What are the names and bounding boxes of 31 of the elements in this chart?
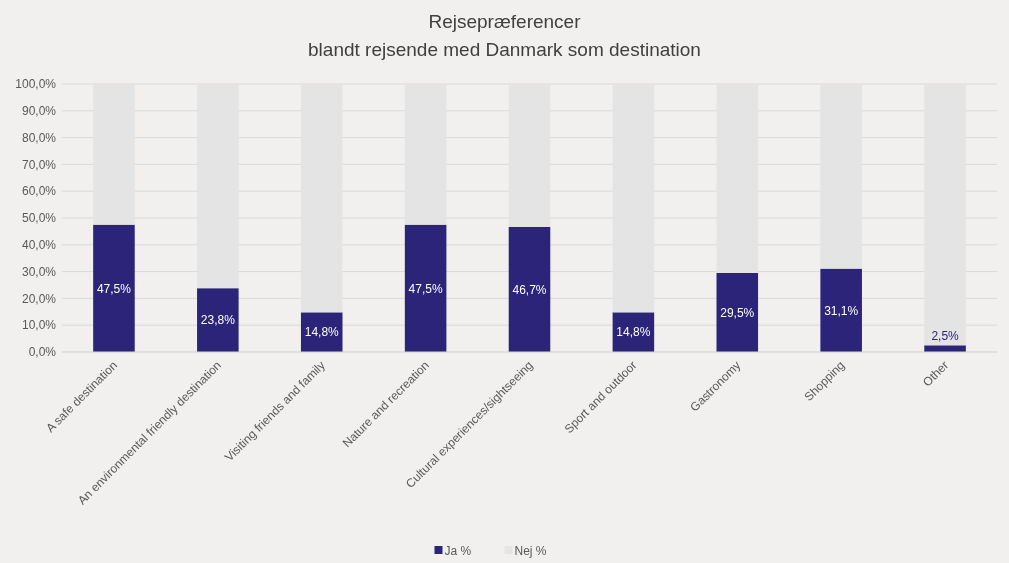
y-tick-label: 20,0% — [21, 291, 57, 306]
data-label: 46,7% — [512, 282, 547, 297]
data-label: 23,8% — [200, 313, 236, 328]
bar — [93, 224, 135, 352]
legend-label: Ja % — [444, 544, 472, 558]
y-tick-label: 60,0% — [21, 184, 57, 199]
y-tick-label: 40,0% — [21, 238, 57, 252]
data-label: 14,8% — [616, 325, 651, 340]
bar — [820, 268, 862, 352]
y-tick-label: 80,0% — [21, 130, 57, 145]
bar — [508, 226, 551, 352]
chart-subtitle: blandt rejsende med Danmark som destination — [308, 39, 701, 60]
y-tick-label: 50,0% — [21, 211, 57, 226]
data-label: 47,5% — [408, 281, 443, 296]
bar — [924, 345, 966, 352]
y-tick-label: 30,0% — [21, 264, 57, 279]
bar — [197, 288, 239, 352]
data-label: 14,8% — [304, 325, 340, 340]
y-tick-label: 10,0% — [21, 318, 57, 333]
y-tick-label: 100,0% — [15, 77, 57, 92]
y-tick-label: 0,0% — [28, 345, 57, 360]
data-label: 29,5% — [720, 305, 755, 320]
y-tick-label: 70,0% — [21, 157, 57, 172]
data-label: 2,5% — [931, 328, 960, 343]
data-label: 47,5% — [96, 281, 132, 296]
bar — [716, 272, 759, 352]
chart-title: Rejsepræferencer — [428, 11, 582, 32]
data-label: 31,1% — [824, 303, 859, 318]
y-tick-label: 90,0% — [21, 104, 57, 118]
legend-label: Nej % — [514, 544, 547, 558]
bar — [404, 224, 447, 352]
